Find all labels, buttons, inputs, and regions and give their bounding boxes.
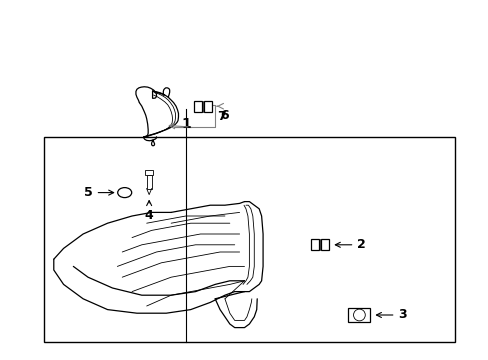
Text: 1: 1 [181,117,190,131]
Text: 3: 3 [376,309,406,321]
Bar [321,239,328,250]
Text: 4: 4 [144,201,153,222]
Ellipse shape [118,188,131,198]
Text: 2: 2 [335,238,366,251]
Text: 5: 5 [84,186,113,199]
Bar [44,137,454,342]
Bar [311,239,319,250]
Circle shape [353,309,365,321]
Text: 6: 6 [220,109,228,122]
Bar [146,175,151,189]
Bar [348,308,370,322]
Bar [145,170,153,175]
Text: 7: 7 [216,110,225,123]
Bar [194,101,202,112]
Bar [203,101,211,112]
